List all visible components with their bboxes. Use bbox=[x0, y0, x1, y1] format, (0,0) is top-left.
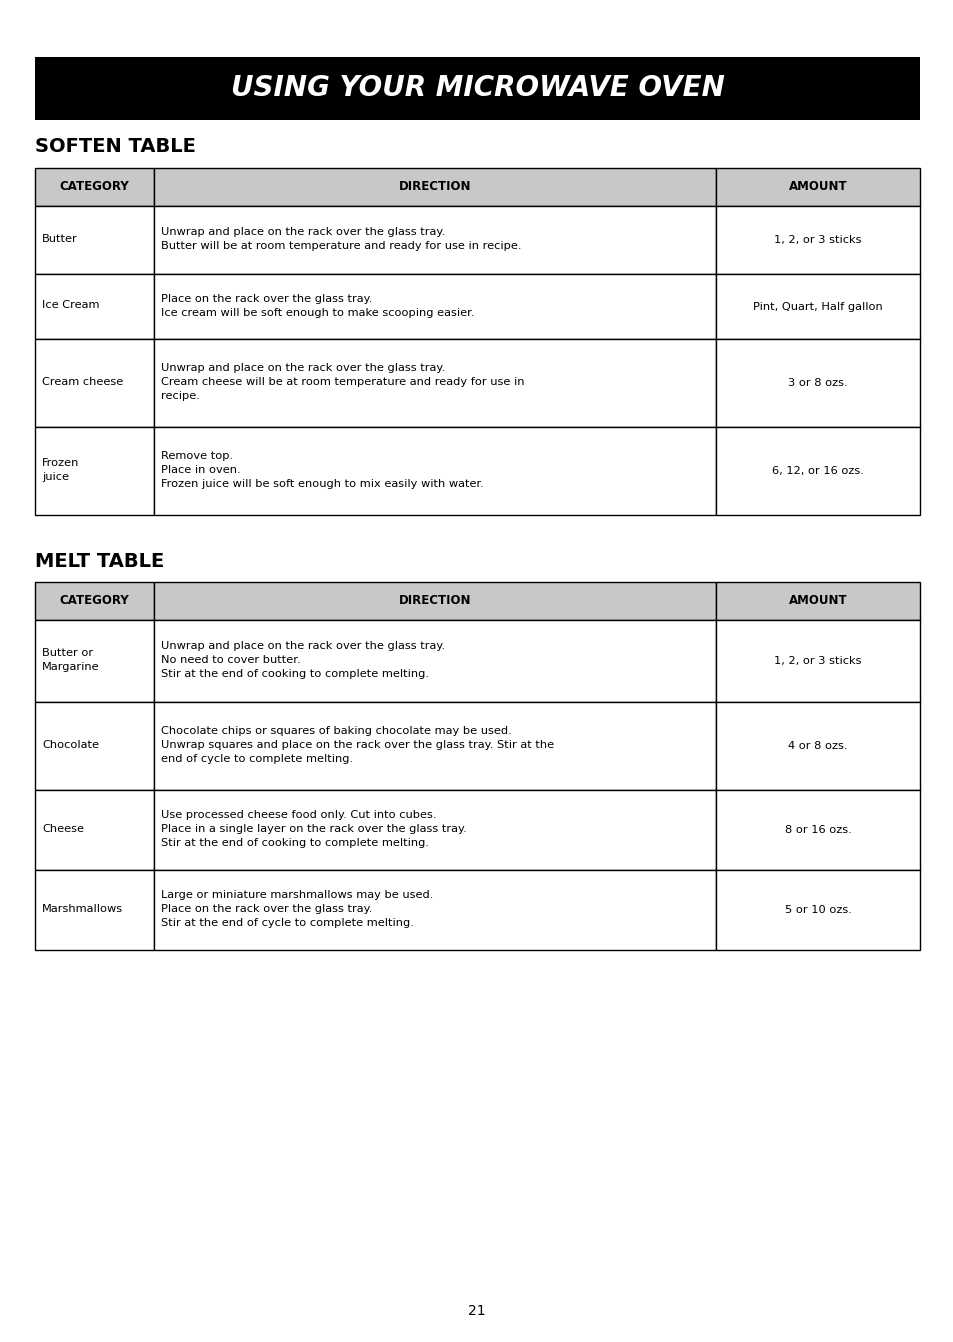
Text: Place on the rack over the glass tray.: Place on the rack over the glass tray. bbox=[161, 905, 373, 914]
Text: Use processed cheese food only. Cut into cubes.: Use processed cheese food only. Cut into… bbox=[161, 811, 436, 820]
Text: Unwrap and place on the rack over the glass tray.: Unwrap and place on the rack over the gl… bbox=[161, 227, 445, 238]
Text: Remove top.: Remove top. bbox=[161, 451, 233, 462]
Text: MELT TABLE: MELT TABLE bbox=[35, 552, 164, 570]
Text: 6, 12, or 16 ozs.: 6, 12, or 16 ozs. bbox=[772, 466, 863, 476]
Bar bbox=[154, 340, 716, 427]
Text: juice: juice bbox=[42, 472, 69, 482]
Text: Large or miniature marshmallows may be used.: Large or miniature marshmallows may be u… bbox=[161, 890, 434, 900]
Text: Ice cream will be soft enough to make scooping easier.: Ice cream will be soft enough to make sc… bbox=[161, 307, 475, 318]
Text: CATEGORY: CATEGORY bbox=[60, 181, 130, 193]
Text: AMOUNT: AMOUNT bbox=[788, 595, 846, 608]
Bar bbox=[154, 168, 716, 207]
Bar bbox=[716, 168, 919, 207]
Bar bbox=[716, 790, 919, 870]
Bar bbox=[716, 274, 919, 340]
Bar bbox=[154, 620, 716, 702]
Bar bbox=[716, 582, 919, 620]
Bar bbox=[35, 427, 154, 515]
Text: Marshmallows: Marshmallows bbox=[42, 905, 123, 914]
Text: Chocolate: Chocolate bbox=[42, 739, 99, 750]
Text: Stir at the end of cooking to complete melting.: Stir at the end of cooking to complete m… bbox=[161, 837, 429, 848]
Bar bbox=[716, 340, 919, 427]
Text: No need to cover butter.: No need to cover butter. bbox=[161, 655, 301, 666]
Text: 1, 2, or 3 sticks: 1, 2, or 3 sticks bbox=[774, 656, 862, 666]
Text: 5 or 10 ozs.: 5 or 10 ozs. bbox=[784, 905, 851, 915]
Text: 21: 21 bbox=[468, 1304, 485, 1318]
Bar bbox=[35, 582, 154, 620]
Bar bbox=[716, 207, 919, 274]
Text: Butter or: Butter or bbox=[42, 648, 93, 658]
Bar bbox=[154, 207, 716, 274]
Bar bbox=[35, 620, 154, 702]
Text: Chocolate chips or squares of baking chocolate may be used.: Chocolate chips or squares of baking cho… bbox=[161, 726, 512, 735]
Text: Cheese: Cheese bbox=[42, 824, 84, 833]
Text: Unwrap and place on the rack over the glass tray.: Unwrap and place on the rack over the gl… bbox=[161, 641, 445, 651]
Text: recipe.: recipe. bbox=[161, 391, 200, 401]
Text: USING YOUR MICROWAVE OVEN: USING YOUR MICROWAVE OVEN bbox=[231, 75, 723, 102]
Text: Frozen: Frozen bbox=[42, 458, 79, 468]
Text: AMOUNT: AMOUNT bbox=[788, 181, 846, 193]
Text: Margarine: Margarine bbox=[42, 662, 99, 672]
Text: Unwrap squares and place on the rack over the glass tray. Stir at the: Unwrap squares and place on the rack ove… bbox=[161, 739, 554, 750]
Bar bbox=[716, 702, 919, 790]
Text: 1, 2, or 3 sticks: 1, 2, or 3 sticks bbox=[774, 235, 862, 246]
Bar bbox=[154, 582, 716, 620]
Text: DIRECTION: DIRECTION bbox=[398, 595, 471, 608]
Bar bbox=[154, 274, 716, 340]
Bar bbox=[35, 340, 154, 427]
Bar bbox=[154, 702, 716, 790]
Text: Frozen juice will be soft enough to mix easily with water.: Frozen juice will be soft enough to mix … bbox=[161, 479, 484, 488]
Bar bbox=[35, 870, 154, 950]
Text: Butter: Butter bbox=[42, 234, 77, 244]
Bar bbox=[716, 427, 919, 515]
Text: 8 or 16 ozs.: 8 or 16 ozs. bbox=[784, 825, 851, 835]
Bar bbox=[35, 790, 154, 870]
Text: DIRECTION: DIRECTION bbox=[398, 181, 471, 193]
Text: Butter will be at room temperature and ready for use in recipe.: Butter will be at room temperature and r… bbox=[161, 242, 521, 251]
Text: Place in oven.: Place in oven. bbox=[161, 464, 241, 475]
Text: 4 or 8 ozs.: 4 or 8 ozs. bbox=[787, 741, 847, 752]
Text: CATEGORY: CATEGORY bbox=[60, 595, 130, 608]
Text: Place in a single layer on the rack over the glass tray.: Place in a single layer on the rack over… bbox=[161, 824, 467, 833]
Bar bbox=[154, 790, 716, 870]
Bar bbox=[154, 427, 716, 515]
Text: 3 or 8 ozs.: 3 or 8 ozs. bbox=[787, 378, 847, 388]
Bar bbox=[35, 207, 154, 274]
Text: Unwrap and place on the rack over the glass tray.: Unwrap and place on the rack over the gl… bbox=[161, 362, 445, 373]
Text: end of cycle to complete melting.: end of cycle to complete melting. bbox=[161, 754, 354, 764]
Bar bbox=[35, 702, 154, 790]
Bar bbox=[716, 620, 919, 702]
Text: Cream cheese will be at room temperature and ready for use in: Cream cheese will be at room temperature… bbox=[161, 377, 524, 386]
Bar bbox=[716, 870, 919, 950]
Text: Stir at the end of cooking to complete melting.: Stir at the end of cooking to complete m… bbox=[161, 670, 429, 679]
Text: Ice Cream: Ice Cream bbox=[42, 301, 99, 310]
Text: Place on the rack over the glass tray.: Place on the rack over the glass tray. bbox=[161, 294, 373, 303]
Bar bbox=[154, 870, 716, 950]
Text: Stir at the end of cycle to complete melting.: Stir at the end of cycle to complete mel… bbox=[161, 918, 414, 929]
Bar bbox=[35, 274, 154, 340]
Text: Cream cheese: Cream cheese bbox=[42, 377, 123, 386]
Bar bbox=[35, 168, 154, 207]
Text: SOFTEN TABLE: SOFTEN TABLE bbox=[35, 137, 195, 156]
Text: Pint, Quart, Half gallon: Pint, Quart, Half gallon bbox=[753, 302, 882, 311]
Bar bbox=[35, 56, 919, 119]
